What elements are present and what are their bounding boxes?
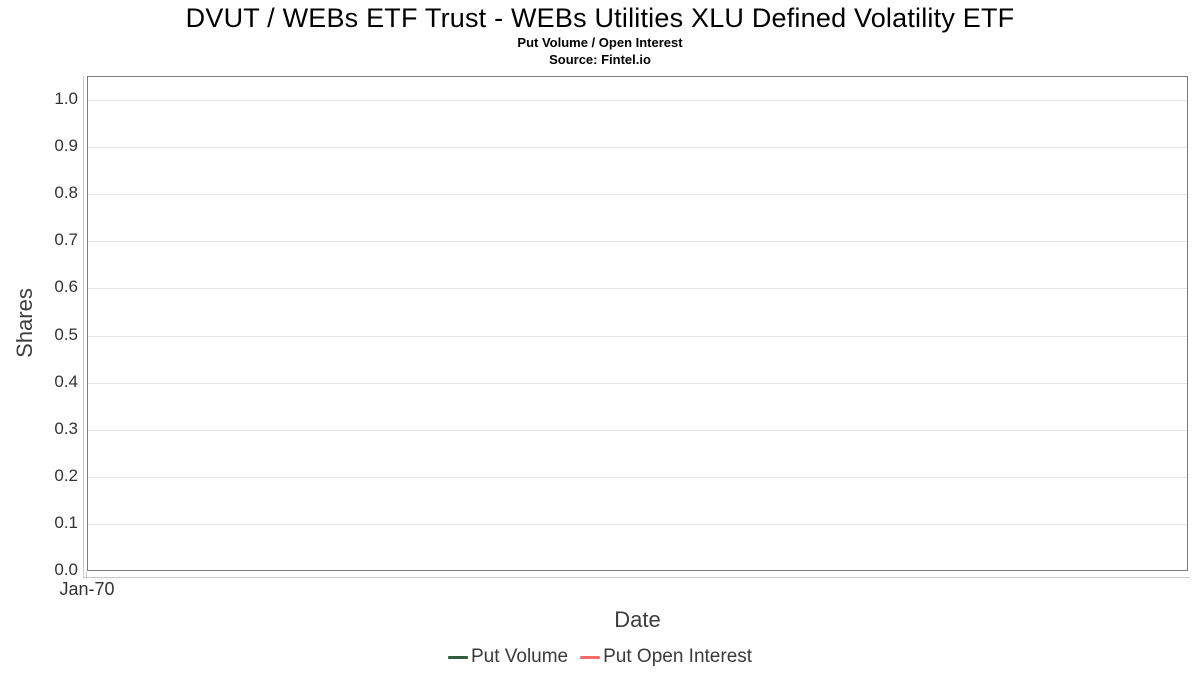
gridline-y-0.1 (88, 523, 1187, 525)
x-axis-title: Date (614, 607, 661, 632)
chart-source-label: Source: Fintel.io (549, 52, 651, 67)
y-tick-label-0.7: 0.7 (54, 230, 78, 250)
x-axis-line (83, 577, 1190, 578)
chart-subtitle: Put Volume / Open Interest (517, 35, 683, 50)
gridline-y-0.4 (88, 382, 1187, 384)
gridline-y-1.0 (88, 100, 1187, 101)
legend-label: Put Volume (470, 646, 569, 667)
y-tick-label-0.9: 0.9 (54, 136, 78, 156)
plot-area (87, 76, 1188, 571)
y-tick-label-0.6: 0.6 (54, 277, 78, 297)
y-tick-label-0.0: 0.0 (54, 560, 78, 579)
legend-item-0[interactable]: Put Volume (447, 646, 569, 668)
legend-marker-icon (580, 655, 601, 659)
legend-marker-icon (447, 655, 468, 659)
gridline-y-0.5 (88, 335, 1187, 337)
gridline-y-0.3 (88, 429, 1187, 431)
legend: Put Volume Put Open Interest (0, 646, 1200, 668)
y-axis-line (83, 76, 84, 577)
y-tick-label-0.3: 0.3 (54, 418, 78, 438)
chart-title: DVUT / WEBs ETF Trust - WEBs Utilities X… (185, 3, 1015, 33)
y-tick-label-0.5: 0.5 (54, 324, 78, 344)
gridline-y-0.2 (88, 476, 1187, 478)
gridline-y-0.6 (88, 288, 1187, 290)
y-tick-label-0.2: 0.2 (54, 465, 78, 485)
legend-item-1[interactable]: Put Open Interest (580, 646, 752, 668)
x-axis-tick-mark (86, 572, 87, 578)
y-tick-label-0.8: 0.8 (54, 183, 78, 203)
y-tick-label-0.4: 0.4 (54, 371, 78, 391)
gridline-y-0.7 (88, 241, 1187, 243)
gridline-y-0.8 (88, 194, 1187, 196)
y-tick-label-1.0: 1.0 (54, 89, 78, 108)
y-tick-label-0.1: 0.1 (54, 512, 78, 532)
gridline-y-0.9 (88, 147, 1187, 149)
legend-label: Put Open Interest (603, 646, 753, 667)
x-axis-tick-label: Jan-70 (59, 579, 115, 599)
y-axis-tick-labels: 0.0 0.1 0.2 0.3 0.4 0.5 0.6 0.7 0.8 0.9 1.0 (0, 76, 78, 579)
